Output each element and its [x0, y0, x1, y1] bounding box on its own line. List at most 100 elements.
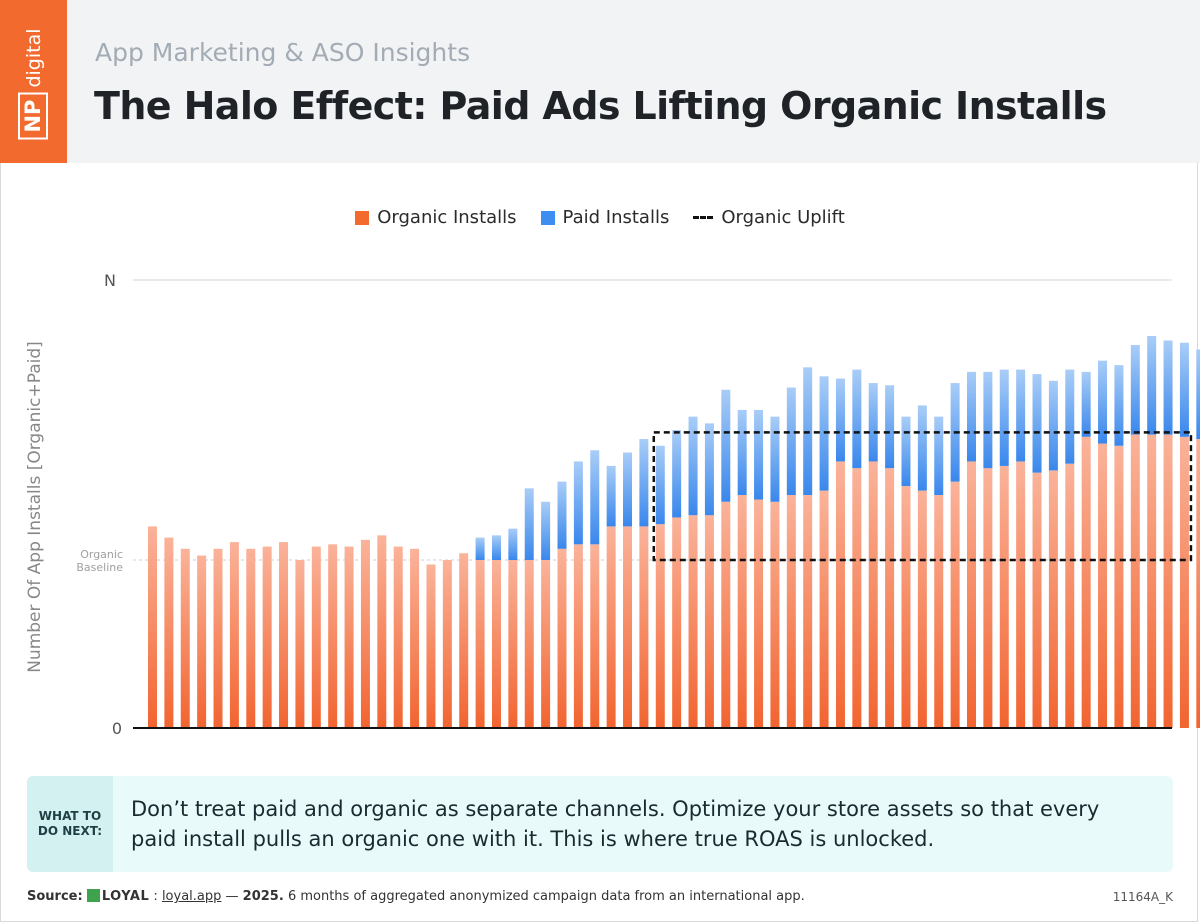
- legend-item-organic: Organic Installs: [355, 207, 517, 228]
- bar-organic: [524, 560, 534, 728]
- bar-organic: [868, 461, 878, 728]
- bar-organic: [541, 560, 551, 728]
- bar-organic: [197, 555, 207, 728]
- bar-paid: [606, 465, 616, 527]
- bar-organic: [803, 495, 813, 728]
- bar-paid: [639, 439, 649, 527]
- bar-organic: [737, 495, 747, 728]
- bar-organic: [623, 526, 633, 728]
- bar-paid: [1048, 380, 1058, 471]
- bar-paid: [1114, 365, 1124, 446]
- source-dash: —: [225, 889, 239, 904]
- bar-organic: [377, 535, 387, 728]
- bar-organic: [655, 524, 665, 728]
- bar-paid: [491, 535, 501, 560]
- bar-organic: [148, 526, 157, 728]
- bar-paid: [868, 383, 878, 462]
- bar-paid: [917, 405, 927, 491]
- bar-organic: [1098, 443, 1108, 728]
- brand-logo: NPdigital: [0, 0, 67, 163]
- bar-paid: [524, 488, 534, 560]
- loyal-brand: LOYAL: [101, 889, 150, 904]
- bar-paid: [688, 416, 698, 516]
- source-year: 2025.: [242, 889, 284, 904]
- tag-line-1: WHAT TO: [38, 809, 102, 823]
- bar-organic: [557, 548, 567, 728]
- bar-organic: [279, 542, 289, 728]
- bar-paid: [1016, 369, 1026, 462]
- bar-organic: [442, 560, 452, 728]
- bar-organic: [901, 486, 911, 728]
- bar-organic: [852, 468, 862, 728]
- header: NPdigital App Marketing & ASO Insights T…: [0, 0, 1200, 163]
- bar-organic: [1048, 470, 1058, 728]
- y-tick-top: N: [104, 271, 116, 290]
- bar-paid: [541, 501, 551, 560]
- bar-organic: [754, 499, 764, 728]
- bar-organic: [688, 515, 698, 728]
- bar-organic: [508, 560, 518, 728]
- bar-paid: [557, 481, 567, 549]
- source-separator: :: [153, 889, 158, 904]
- what-to-do-next-text: Don’t treat paid and organic as separate…: [131, 797, 1100, 851]
- bar-organic: [590, 544, 600, 728]
- bar-organic: [311, 546, 321, 728]
- bar-organic: [704, 515, 714, 728]
- bar-organic: [999, 465, 1009, 728]
- legend-swatch-organic: [355, 210, 370, 225]
- bar-organic: [491, 560, 501, 728]
- bar-organic: [1016, 461, 1026, 728]
- bar-organic: [1032, 472, 1042, 728]
- bar-paid: [1065, 369, 1075, 464]
- bar-paid: [770, 416, 780, 502]
- source-link[interactable]: loyal.app: [161, 889, 222, 904]
- bar-organic: [1196, 439, 1200, 728]
- bar-paid: [1163, 340, 1173, 435]
- bar-organic: [213, 548, 223, 728]
- bar-paid: [508, 528, 518, 560]
- bar-organic: [835, 461, 845, 728]
- source-description: 6 months of aggregated anonymized campai…: [287, 889, 805, 904]
- bar-organic: [606, 526, 616, 728]
- bar-organic: [1114, 445, 1124, 728]
- y-tick-bottom: 0: [112, 719, 122, 738]
- page-subtitle: App Marketing & ASO Insights: [95, 38, 471, 67]
- bars-group: [148, 336, 1200, 728]
- bar-organic: [639, 526, 649, 728]
- what-to-do-next-panel: WHAT TO DO NEXT: Don’t treat paid and or…: [27, 776, 1173, 872]
- legend-label-paid: Paid Installs: [562, 207, 670, 228]
- bar-paid: [1179, 342, 1189, 437]
- legend-swatch-paid: [540, 210, 555, 225]
- tag-line-2: DO NEXT:: [37, 824, 103, 838]
- bar-organic: [344, 546, 354, 728]
- chart-legend: Organic Installs Paid Installs Organic U…: [0, 207, 1200, 228]
- bar-paid: [999, 369, 1009, 466]
- bar-organic: [180, 548, 190, 728]
- bar-paid: [475, 537, 485, 560]
- source-footer: Source: LOYAL : loyal.app — 2025. 6 mont…: [27, 889, 805, 904]
- bar-paid: [672, 430, 682, 518]
- organic-uplift-box: [652, 431, 1193, 562]
- bar-paid: [590, 450, 600, 545]
- bar-paid: [835, 378, 845, 462]
- bar-organic: [459, 553, 469, 728]
- bar-organic: [393, 546, 403, 728]
- bar-organic: [1065, 463, 1075, 728]
- legend-label-organic: Organic Installs: [377, 207, 517, 228]
- bar-organic: [672, 517, 682, 728]
- legend-swatch-uplift: [693, 216, 714, 219]
- bar-paid: [1130, 344, 1140, 435]
- bar-paid: [1196, 349, 1200, 440]
- bar-organic: [786, 495, 796, 728]
- bar-organic: [885, 468, 895, 728]
- bar-organic: [573, 544, 583, 728]
- bar-paid: [852, 369, 862, 469]
- page-title: The Halo Effect: Paid Ads Lifting Organi…: [94, 84, 1107, 128]
- baseline-label-line2: Baseline: [76, 561, 123, 574]
- bar-organic: [934, 495, 944, 728]
- bar-organic: [1163, 434, 1173, 728]
- bar-organic: [950, 481, 960, 728]
- bar-organic: [721, 501, 731, 728]
- bar-organic: [1130, 434, 1140, 728]
- graphic-code: 11164A_K: [1112, 890, 1173, 904]
